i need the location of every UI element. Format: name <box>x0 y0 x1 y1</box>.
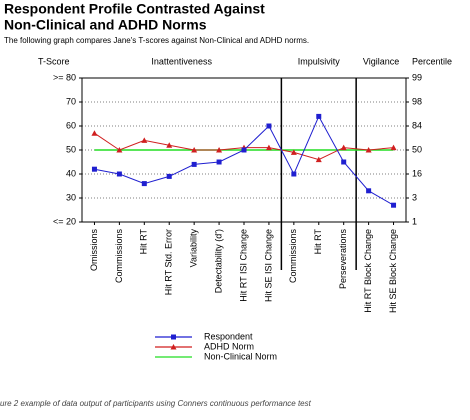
data-point <box>191 161 197 167</box>
legend-marker <box>170 344 177 350</box>
series-line <box>94 115 394 206</box>
y-tick-label: 30 <box>66 192 76 202</box>
data-point <box>340 144 347 151</box>
legend-marker <box>171 334 176 340</box>
x-tick-label: Hit RT <box>313 229 323 255</box>
x-tick-label: Hit RT Std. Error <box>164 229 174 295</box>
data-point <box>290 149 297 155</box>
x-tick-label: Hit RT Block Change <box>363 229 373 313</box>
data-point <box>166 173 172 179</box>
y-tick-label: 60 <box>66 120 76 130</box>
y2-tick-label: 16 <box>412 168 422 178</box>
x-tick-label: Hit SE Block Change <box>388 229 398 313</box>
y2-tick-label: 98 <box>412 96 422 106</box>
legend-label: ADHD Norm <box>204 341 254 351</box>
x-tick-label: Perseverations <box>338 229 348 290</box>
x-tick-label: Hit RT ISI Change <box>238 229 248 302</box>
y2-tick-label: 1 <box>412 216 417 226</box>
data-point <box>291 171 297 177</box>
data-point <box>391 202 397 208</box>
caption: ure 2 example of data output of particip… <box>0 399 312 408</box>
data-point <box>365 147 372 153</box>
x-tick-label: Detectability (d') <box>213 229 223 293</box>
y-tick-label: 40 <box>66 168 76 178</box>
x-tick-label: Commissions <box>114 229 124 284</box>
group-label: Inattentiveness <box>151 56 212 66</box>
legend-label: Non-Clinical Norm <box>204 351 277 361</box>
data-point <box>141 137 148 143</box>
y2-tick-label: 50 <box>412 144 422 154</box>
y-tick-label: <= 20 <box>53 216 76 226</box>
group-label: Vigilance <box>363 56 399 66</box>
y-tick-label: 70 <box>66 96 76 106</box>
y-tick-label: >= 80 <box>53 72 76 82</box>
data-point <box>241 147 247 153</box>
data-point <box>366 188 372 194</box>
y2-tick-label: 3 <box>412 192 417 202</box>
x-tick-label: Omissions <box>89 229 99 272</box>
data-point <box>166 142 173 148</box>
chart-title: Respondent Profile Contrasted Against <box>4 1 265 17</box>
x-tick-label: Hit RT <box>139 229 149 255</box>
data-point <box>91 130 98 136</box>
group-label: Impulsivity <box>298 56 341 66</box>
x-tick-label: Hit SE ISI Change <box>263 229 273 302</box>
data-point <box>216 159 222 165</box>
data-point <box>91 166 97 172</box>
chart-title: Non-Clinical and ADHD Norms <box>4 17 207 33</box>
data-point <box>141 181 147 187</box>
data-point <box>265 144 272 151</box>
y2-axis-label: Percentile <box>412 56 452 66</box>
x-tick-label: Variability <box>189 229 199 268</box>
y-axis-label: T-Score <box>38 56 70 66</box>
data-point <box>390 144 397 151</box>
y-tick-label: 50 <box>66 144 76 154</box>
y2-tick-label: 99 <box>412 72 422 82</box>
data-point <box>191 147 198 153</box>
data-point <box>316 113 322 119</box>
data-point <box>266 123 272 129</box>
data-point <box>315 156 322 163</box>
y2-tick-label: 84 <box>412 120 422 130</box>
data-point <box>116 147 123 153</box>
data-point <box>116 171 122 177</box>
legend-label: Respondent <box>204 331 253 341</box>
data-point <box>216 147 223 153</box>
data-point <box>341 159 347 165</box>
chart-subtitle: The following graph compares Jane's T-sc… <box>4 36 309 45</box>
x-tick-label: Commissions <box>288 229 298 284</box>
